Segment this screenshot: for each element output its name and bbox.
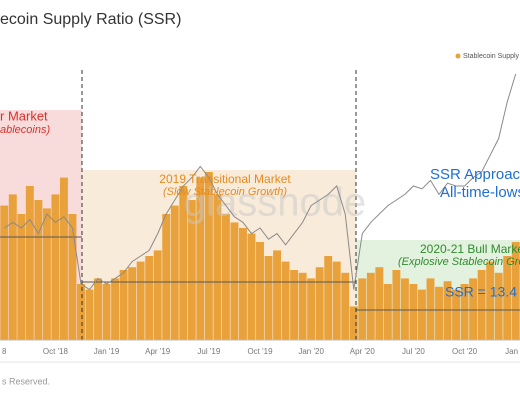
bar [94,278,102,340]
legend-label: Stablecoin Supply Ra [463,53,520,60]
bar [392,270,401,340]
bar [8,194,17,340]
x-tick-label: Jan '19 [94,347,120,356]
bar [443,281,452,340]
annotation: (Explosive Stablecoin Gro [398,256,520,268]
bar [170,205,179,340]
annotation: r Market [0,108,48,123]
annotation: 2020-21 Bull Market [420,242,520,256]
x-tick-label: Jan '2 [505,347,520,356]
bar [477,270,486,340]
x-tick-label: Oct '19 [247,347,273,356]
x-tick-label: Apr '19 [145,347,171,356]
bar [511,242,520,340]
bar [273,250,282,340]
annotation: SSR = 13.4 [445,284,517,300]
bar [77,284,85,340]
bar [486,261,495,340]
bar [307,278,316,340]
bar [247,233,256,340]
chart-title: ecoin Supply Ratio (SSR) [0,11,181,28]
bar [17,214,26,340]
bar [85,289,94,340]
annotation: ablecoins) [0,124,50,136]
bar [213,194,222,340]
bar [409,284,418,340]
bar [59,177,68,340]
legend-swatch [455,53,461,59]
bar [145,256,154,340]
bar [128,267,137,340]
bar [460,284,469,340]
bar [341,272,350,340]
bar [375,267,384,340]
bar [136,261,145,340]
bar [34,200,43,340]
bar [204,172,213,340]
annotation: (Slow Stablecoin Growth) [163,186,287,198]
x-tick-label: Oct '20 [452,347,478,356]
bar [102,284,111,340]
bar [179,186,188,340]
bar [435,286,443,340]
annotation: 2019 Transitional Market [159,172,291,186]
bar [51,194,60,340]
x-tick-label: Apr '20 [350,347,376,356]
bar [383,284,392,340]
bar [256,242,264,340]
bar [494,272,503,340]
bar [25,186,34,340]
bar [111,278,120,340]
bar [230,222,239,340]
x-tick-label: Jul '19 [197,347,220,356]
bar [290,270,299,340]
bar [366,272,375,340]
bar [358,278,367,340]
bar [452,289,461,340]
bar [187,200,196,340]
x-tick-label: Jul '20 [402,347,425,356]
bar [264,256,273,340]
bar [68,214,77,340]
bar [42,208,51,340]
bar [238,228,247,340]
bar [221,214,230,340]
bar [196,177,205,340]
bar [298,272,307,340]
footer: s Reserved. [2,376,50,386]
x-tick-label: Oct '18 [43,347,69,356]
price-line [4,73,517,291]
bar [162,214,171,340]
bar [315,267,324,340]
bar [349,306,358,340]
bar [503,256,512,340]
annotation: SSR Approachin [430,166,520,183]
annotation: All-time-lows [440,184,520,201]
bar [400,278,409,340]
bar [119,270,128,340]
bar [281,261,290,340]
bar [153,250,162,340]
bar [418,289,426,340]
bar [426,278,435,340]
bar [469,278,478,340]
x-tick-label: Jan '20 [298,347,324,356]
bar [0,205,9,340]
x-tick-label: 8 [2,347,7,356]
bar [324,256,333,340]
bar [332,261,341,340]
